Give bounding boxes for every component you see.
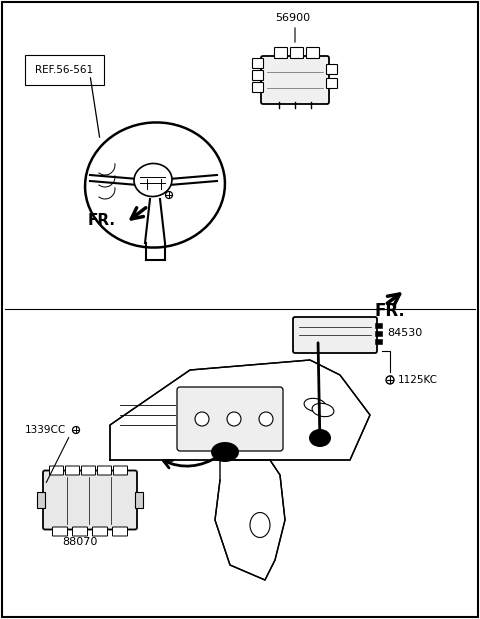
- Text: 84530: 84530: [387, 328, 422, 338]
- Ellipse shape: [195, 412, 209, 426]
- FancyBboxPatch shape: [52, 527, 68, 536]
- Text: 56900: 56900: [276, 13, 311, 23]
- Ellipse shape: [211, 442, 239, 462]
- Ellipse shape: [386, 376, 394, 384]
- FancyBboxPatch shape: [93, 527, 108, 536]
- Ellipse shape: [250, 513, 270, 537]
- Text: REF.56-561: REF.56-561: [35, 65, 93, 75]
- Polygon shape: [110, 360, 370, 460]
- Ellipse shape: [304, 398, 326, 412]
- FancyBboxPatch shape: [112, 527, 128, 536]
- FancyBboxPatch shape: [49, 466, 63, 475]
- FancyBboxPatch shape: [261, 56, 329, 104]
- Ellipse shape: [227, 412, 241, 426]
- FancyBboxPatch shape: [307, 48, 320, 59]
- Ellipse shape: [134, 163, 172, 196]
- Bar: [375, 331, 382, 336]
- Text: FR.: FR.: [88, 212, 116, 228]
- Bar: [375, 323, 382, 328]
- FancyBboxPatch shape: [113, 466, 128, 475]
- FancyBboxPatch shape: [97, 466, 111, 475]
- FancyBboxPatch shape: [290, 48, 303, 59]
- Text: 88070: 88070: [62, 537, 98, 547]
- Bar: [37, 492, 45, 508]
- Ellipse shape: [259, 412, 273, 426]
- Ellipse shape: [309, 429, 331, 447]
- FancyBboxPatch shape: [252, 82, 264, 92]
- FancyBboxPatch shape: [72, 527, 87, 536]
- Polygon shape: [215, 460, 285, 580]
- FancyBboxPatch shape: [326, 64, 337, 74]
- Text: 1339CC: 1339CC: [25, 425, 66, 435]
- Ellipse shape: [166, 191, 172, 199]
- FancyBboxPatch shape: [275, 48, 288, 59]
- Text: FR.: FR.: [375, 302, 406, 320]
- FancyBboxPatch shape: [82, 466, 96, 475]
- Ellipse shape: [72, 426, 80, 433]
- FancyBboxPatch shape: [326, 79, 337, 89]
- FancyBboxPatch shape: [177, 387, 283, 451]
- Bar: [375, 339, 382, 344]
- FancyBboxPatch shape: [43, 470, 137, 529]
- FancyBboxPatch shape: [65, 466, 80, 475]
- FancyBboxPatch shape: [252, 59, 264, 69]
- Ellipse shape: [312, 404, 334, 417]
- Text: 1125KC: 1125KC: [398, 375, 438, 385]
- Bar: [135, 492, 143, 508]
- FancyBboxPatch shape: [252, 71, 264, 80]
- FancyBboxPatch shape: [293, 317, 377, 353]
